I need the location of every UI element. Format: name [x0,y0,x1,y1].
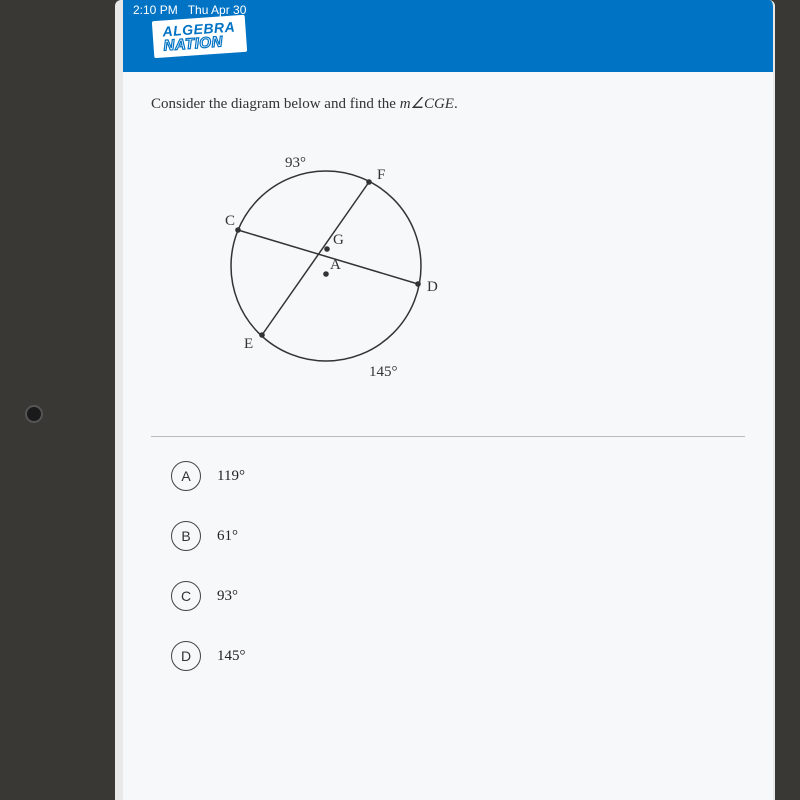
tablet-screen: 2:10 PM Thu Apr 30 ALGEBRA NATION Consid… [115,0,775,800]
point-label-F: F [377,167,385,183]
answer-option-D[interactable]: D 145° [171,641,745,671]
answer-options: A 119° B 61° C 93° D 145° [151,461,745,671]
option-value-B: 61° [217,528,238,545]
point-label-G: G [333,232,344,248]
status-time: 2:10 PM [133,3,178,17]
app-header: ALGEBRA NATION [123,20,773,72]
option-bubble-D[interactable]: D [171,641,201,671]
option-bubble-C[interactable]: C [171,581,201,611]
point-F [366,179,372,185]
point-label-C: C [225,213,235,229]
point-label-D: D [427,279,438,295]
point-D [415,281,421,287]
center-dot [323,271,329,277]
point-label-E: E [244,336,253,352]
point-E [259,332,265,338]
option-value-A: 119° [217,468,245,485]
question-prefix: Consider the diagram below and find the [151,96,400,112]
option-value-C: 93° [217,588,238,605]
logo-line-2: NATION [163,33,237,53]
question-suffix: . [454,96,458,112]
brand-logo: ALGEBRA NATION [152,15,247,58]
answer-option-B[interactable]: B 61° [171,521,745,551]
question-prompt: Consider the diagram below and find the … [151,94,745,113]
circle-diagram: C F D E GA 93° 145° [181,131,471,391]
answer-option-A[interactable]: A 119° [171,461,745,491]
arc-label-0: 93° [285,155,306,171]
answer-option-C[interactable]: C 93° [171,581,745,611]
option-bubble-B[interactable]: B [171,521,201,551]
question-math: m∠CGE [400,96,454,112]
option-bubble-A[interactable]: A [171,461,201,491]
center-label: A [330,257,341,273]
chord-EF [262,182,369,335]
point-G [324,246,330,252]
main-circle [231,171,421,361]
arc-label-1: 145° [369,364,398,380]
option-value-D: 145° [217,648,246,665]
tablet-home-button[interactable] [25,405,43,423]
diagram-container: C F D E GA 93° 145° [181,131,471,396]
point-C [235,227,241,233]
question-content: Consider the diagram below and find the … [123,72,773,800]
section-divider [151,436,745,437]
